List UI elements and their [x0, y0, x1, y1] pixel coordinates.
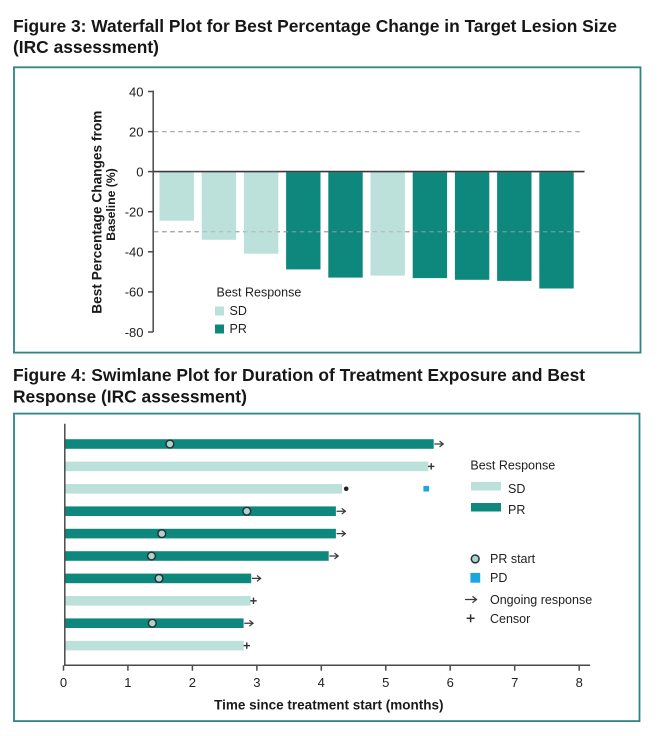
- svg-text:Best Percentage Changes from: Best Percentage Changes from: [89, 111, 104, 314]
- svg-text:20: 20: [129, 124, 143, 139]
- svg-text:-40: -40: [125, 245, 144, 260]
- svg-text:1: 1: [124, 675, 131, 690]
- svg-text:PR start: PR start: [490, 552, 536, 566]
- svg-text:-20: -20: [125, 205, 144, 220]
- svg-text:Best Response: Best Response: [470, 459, 555, 473]
- svg-text:-80: -80: [125, 325, 144, 340]
- svg-text:Baseline (%): Baseline (%): [104, 168, 118, 240]
- svg-text:Response (IRC assessment): Response (IRC assessment): [13, 387, 247, 407]
- svg-text:-60: -60: [125, 285, 144, 300]
- svg-text:7: 7: [511, 675, 518, 690]
- svg-text:PR: PR: [230, 322, 247, 336]
- svg-text:8: 8: [576, 675, 583, 690]
- svg-text:PR: PR: [508, 503, 525, 517]
- svg-text:6: 6: [447, 675, 454, 690]
- svg-text:5: 5: [382, 675, 389, 690]
- svg-text:Ongoing response: Ongoing response: [490, 593, 592, 607]
- svg-text:3: 3: [253, 675, 260, 690]
- svg-text:SD: SD: [230, 304, 247, 318]
- svg-text:Figure 3: Waterfall Plot for B: Figure 3: Waterfall Plot for Best Percen…: [13, 16, 617, 36]
- svg-text:Time since treatment start (mo: Time since treatment start (months): [214, 698, 443, 713]
- svg-text:40: 40: [129, 84, 143, 99]
- svg-text:2: 2: [189, 675, 196, 690]
- svg-text:Best Response: Best Response: [217, 286, 302, 300]
- svg-text:(IRC assessment): (IRC assessment): [13, 37, 159, 57]
- svg-text:Censor: Censor: [490, 612, 530, 626]
- svg-text:SD: SD: [508, 482, 525, 496]
- svg-text:0: 0: [60, 675, 67, 690]
- svg-text:Figure 4: Swimlane Plot for Du: Figure 4: Swimlane Plot for Duration of …: [13, 365, 585, 385]
- svg-text:PD: PD: [490, 571, 507, 585]
- svg-text:4: 4: [318, 675, 325, 690]
- svg-text:0: 0: [136, 164, 143, 179]
